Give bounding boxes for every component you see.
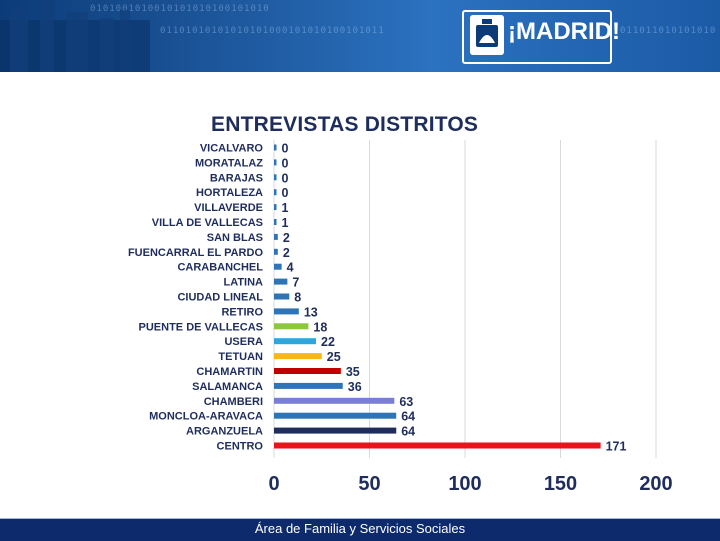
- data-label: 22: [321, 335, 335, 349]
- data-label: 1: [282, 216, 289, 230]
- category-label: CENTRO: [217, 441, 264, 453]
- x-tick-label: 50: [358, 473, 380, 495]
- x-tick-label: 0: [268, 473, 279, 495]
- data-label: 0: [282, 142, 289, 156]
- bar: [274, 368, 341, 374]
- logo-frame: [462, 10, 612, 64]
- data-label: 171: [606, 440, 627, 454]
- bar: [274, 427, 397, 434]
- binary-pattern: 01101010101010101000101010100101011: [160, 26, 385, 36]
- city-skyline-icon: [0, 0, 150, 72]
- category-label: LATINA: [223, 277, 263, 289]
- madrid-shield-icon: [470, 15, 504, 55]
- x-tick-label: 100: [448, 473, 481, 495]
- data-label: 63: [399, 395, 413, 409]
- category-label: CHAMBERI: [204, 396, 263, 408]
- data-label: 2: [283, 231, 290, 245]
- bar: [274, 263, 282, 270]
- data-label: 2: [283, 246, 290, 260]
- data-label: 18: [313, 320, 327, 334]
- bar: [274, 233, 278, 240]
- data-label: 36: [348, 380, 362, 394]
- madrid-logo-text: ¡MADRID!: [508, 18, 620, 45]
- category-label: USERA: [224, 336, 263, 348]
- bar: [274, 293, 290, 300]
- data-label: 0: [282, 186, 289, 200]
- bar: [274, 219, 277, 225]
- bar: [274, 382, 343, 389]
- category-label: MORATALAZ: [195, 157, 263, 169]
- footer-text: Área de Familia y Servicios Sociales: [254, 521, 466, 536]
- data-label: 1: [282, 201, 289, 215]
- bar: [274, 248, 278, 255]
- data-label: 0: [282, 171, 289, 185]
- category-label: VILLAVERDE: [194, 202, 263, 214]
- bar: [274, 353, 322, 360]
- binary-pattern: 011011010101010: [620, 26, 717, 36]
- category-label: FUENCARRAL EL PARDO: [128, 247, 264, 259]
- category-label: SALAMANCA: [192, 381, 263, 393]
- data-label: 8: [294, 291, 301, 305]
- bar: [274, 189, 277, 196]
- bar: [274, 278, 288, 285]
- bar: [274, 204, 277, 211]
- bar: [274, 308, 299, 315]
- bar: [274, 144, 277, 151]
- x-tick-label: 200: [639, 473, 672, 495]
- footer-bar: Área de Familia y Servicios Sociales: [0, 518, 720, 541]
- data-label: 7: [292, 276, 299, 290]
- data-label: 35: [346, 365, 360, 379]
- category-label: MONCLOA-ARAVACA: [149, 411, 263, 423]
- category-label: ARGANZUELA: [186, 426, 263, 438]
- category-label: VICALVARO: [200, 143, 264, 155]
- binary-pattern: 0101001010010101010100101010: [90, 4, 270, 14]
- bar: [274, 159, 277, 166]
- category-label: SAN BLAS: [207, 232, 263, 244]
- bar: [274, 323, 309, 330]
- bar: [274, 412, 397, 419]
- category-label: PUENTE DE VALLECAS: [139, 321, 263, 333]
- data-label: 4: [287, 261, 294, 275]
- category-label: TETUAN: [218, 351, 263, 363]
- category-label: CIUDAD LINEAL: [177, 292, 263, 304]
- bar: [274, 442, 601, 449]
- data-label: 13: [304, 305, 318, 319]
- category-label: VILLA DE VALLECAS: [152, 217, 263, 229]
- data-label: 64: [401, 410, 415, 424]
- category-label: RETIRO: [221, 306, 263, 318]
- bar: [274, 397, 395, 404]
- data-label: 25: [327, 350, 341, 364]
- category-label: CARABANCHEL: [177, 262, 263, 274]
- chart-title: ENTREVISTAS DISTRITOS: [211, 113, 479, 136]
- category-label: BARAJAS: [210, 172, 263, 184]
- category-label: CHAMARTIN: [196, 366, 263, 378]
- category-label: HORTALEZA: [196, 187, 263, 199]
- bar: [274, 338, 317, 345]
- header-banner: 0101001010010101010100101010 01101010101…: [0, 0, 720, 72]
- x-tick-label: 150: [544, 473, 577, 495]
- data-label: 64: [401, 425, 415, 439]
- data-label: 0: [282, 156, 289, 170]
- bar: [274, 174, 277, 181]
